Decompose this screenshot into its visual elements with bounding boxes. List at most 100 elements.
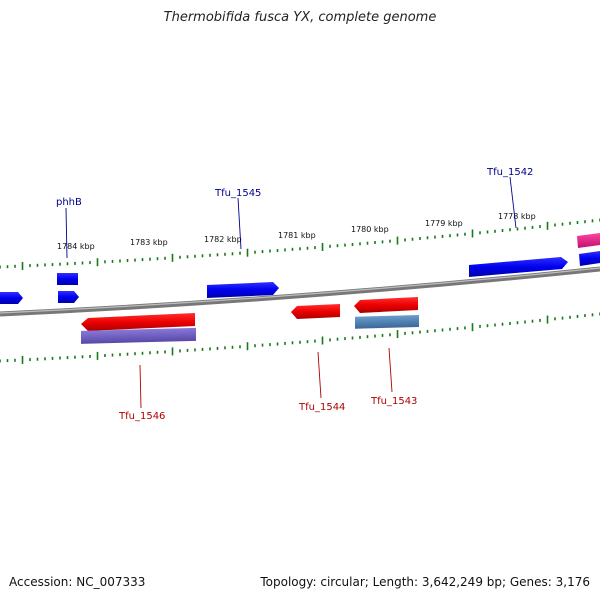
gene-arrow-tfu1544[interactable] bbox=[291, 304, 340, 319]
misc-feature-forward-edge[interactable] bbox=[577, 233, 600, 248]
minor-tick bbox=[164, 350, 166, 354]
minor-tick bbox=[194, 254, 196, 258]
minor-tick bbox=[449, 327, 451, 331]
minor-tick bbox=[336, 337, 339, 341]
gene-label-phhb[interactable]: phhB bbox=[56, 197, 82, 208]
gene-label-tfu1542[interactable]: Tfu_1542 bbox=[486, 167, 533, 178]
minor-tick bbox=[314, 246, 316, 250]
gene-block-phhb[interactable] bbox=[57, 273, 78, 285]
minor-tick bbox=[261, 250, 264, 254]
gene-arrow-forward[interactable] bbox=[0, 292, 23, 304]
gene-arrow-phhb-cds[interactable] bbox=[58, 291, 79, 303]
minor-tick bbox=[0, 359, 1, 363]
minor-tick bbox=[201, 254, 204, 258]
minor-tick bbox=[224, 346, 226, 350]
minor-tick bbox=[194, 348, 196, 352]
minor-tick bbox=[591, 219, 594, 223]
minor-tick bbox=[44, 263, 46, 267]
genome-backbone bbox=[0, 266, 600, 317]
minor-tick bbox=[351, 336, 354, 340]
minor-tick bbox=[156, 350, 159, 354]
minor-tick bbox=[141, 351, 144, 355]
minor-tick bbox=[134, 258, 136, 262]
major-tick bbox=[546, 221, 549, 230]
minor-tick bbox=[486, 230, 489, 234]
minor-tick bbox=[576, 314, 579, 318]
minor-tick bbox=[381, 240, 384, 244]
scale-label: 1781 kbp bbox=[278, 231, 316, 240]
minor-tick bbox=[329, 338, 331, 342]
gene-label-tfu1545[interactable]: Tfu_1545 bbox=[214, 188, 261, 199]
major-tick bbox=[396, 330, 399, 339]
minor-tick bbox=[449, 234, 451, 238]
minor-tick bbox=[224, 252, 226, 256]
minor-tick bbox=[359, 242, 361, 246]
rna-block-tfu1543[interactable] bbox=[355, 315, 419, 329]
minor-tick bbox=[419, 237, 421, 240]
minor-tick bbox=[51, 263, 54, 267]
minor-tick bbox=[269, 249, 271, 253]
minor-tick bbox=[66, 356, 69, 360]
scale-label: 1780 kbp bbox=[351, 225, 389, 234]
minor-tick bbox=[479, 324, 481, 328]
minor-tick bbox=[306, 340, 309, 344]
minor-tick bbox=[254, 250, 256, 254]
major-tick bbox=[96, 258, 99, 267]
major-tick bbox=[246, 248, 249, 257]
minor-tick bbox=[486, 324, 489, 328]
minor-tick bbox=[389, 333, 391, 337]
minor-tick bbox=[216, 253, 219, 257]
accession-text: Accession: NC_007333 bbox=[9, 575, 146, 589]
minor-tick bbox=[111, 353, 114, 357]
tick-track-reverse bbox=[0, 312, 600, 364]
minor-tick bbox=[209, 253, 211, 257]
minor-tick bbox=[501, 322, 504, 326]
gene-arrow-tfu1543[interactable] bbox=[354, 297, 418, 313]
gene-arrow-tfu1546[interactable] bbox=[81, 313, 195, 331]
minor-tick bbox=[126, 352, 129, 356]
minor-tick bbox=[411, 331, 414, 335]
minor-tick bbox=[186, 348, 189, 352]
major-tick bbox=[396, 236, 399, 245]
minor-tick bbox=[426, 329, 429, 333]
minor-tick bbox=[59, 356, 61, 360]
minor-tick bbox=[554, 223, 556, 227]
minor-tick bbox=[329, 244, 331, 248]
minor-tick bbox=[239, 251, 241, 255]
minor-tick bbox=[284, 248, 286, 252]
major-tick bbox=[321, 336, 324, 345]
minor-tick bbox=[89, 261, 91, 265]
minor-tick bbox=[426, 236, 429, 240]
minor-tick bbox=[36, 357, 39, 361]
cds-block-tfu1546[interactable] bbox=[81, 327, 196, 344]
gene-label-tfu1546[interactable]: Tfu_1546 bbox=[118, 411, 165, 422]
major-tick bbox=[246, 342, 249, 351]
gene-label-tfu1543[interactable]: Tfu_1543 bbox=[370, 396, 417, 407]
minor-tick bbox=[561, 316, 564, 320]
minor-tick bbox=[584, 314, 586, 318]
minor-tick bbox=[434, 329, 436, 333]
minor-tick bbox=[126, 259, 129, 262]
minor-tick bbox=[231, 345, 234, 349]
minor-tick bbox=[591, 313, 594, 317]
gene-arrow-tfu1545[interactable] bbox=[207, 282, 279, 298]
minor-tick bbox=[456, 233, 459, 237]
major-tick bbox=[171, 253, 174, 262]
map-title: Thermobifida fusca YX, complete genome bbox=[163, 10, 437, 25]
minor-tick bbox=[179, 255, 181, 259]
reverse-gene-features bbox=[81, 297, 419, 344]
minor-tick bbox=[239, 345, 241, 349]
minor-tick bbox=[254, 344, 256, 348]
minor-tick bbox=[404, 331, 406, 335]
gene-arrow-tfu1542[interactable] bbox=[469, 257, 568, 277]
minor-tick bbox=[359, 335, 361, 339]
minor-tick bbox=[539, 225, 541, 229]
minor-tick bbox=[464, 326, 466, 330]
gene-label-tfu1544[interactable]: Tfu_1544 bbox=[298, 402, 345, 413]
minor-tick bbox=[531, 319, 534, 323]
minor-tick bbox=[66, 262, 69, 266]
minor-tick bbox=[36, 263, 39, 267]
gene-arrow-forward-edge[interactable] bbox=[579, 251, 600, 266]
minor-tick bbox=[539, 318, 541, 322]
scale-label: 1778 kbp bbox=[498, 212, 536, 221]
